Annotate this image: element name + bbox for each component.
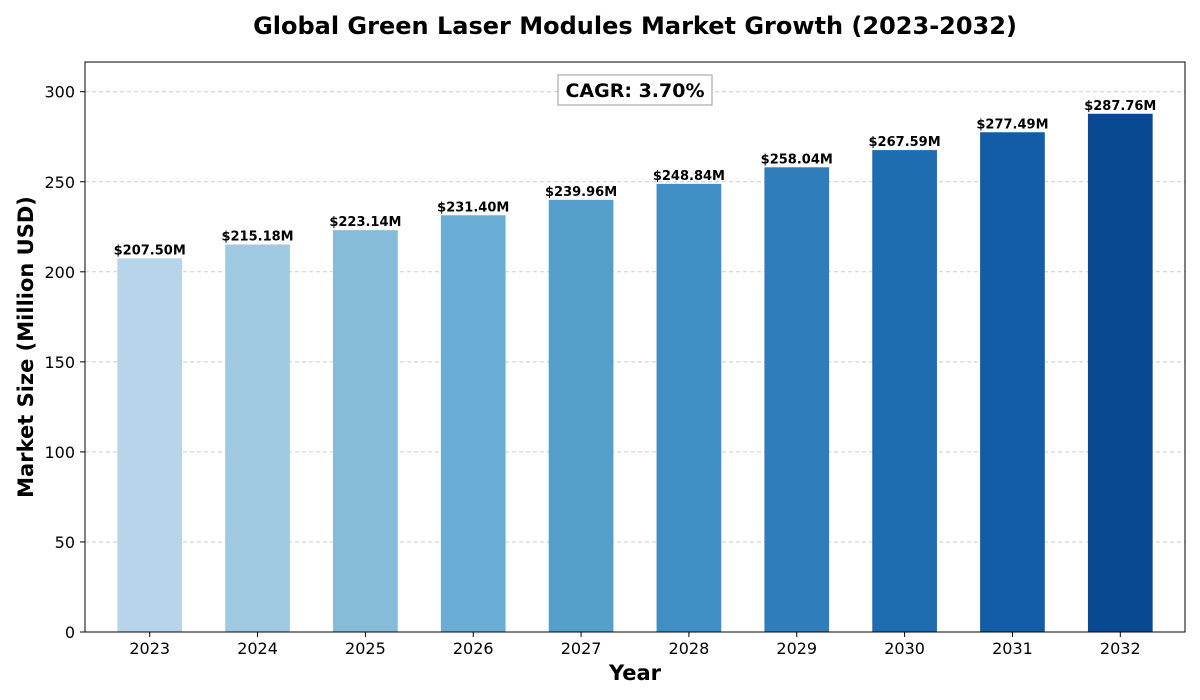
value-label: $207.50M [114, 243, 186, 258]
value-label: $223.14M [329, 215, 401, 230]
bar-2032 [1087, 113, 1153, 633]
plot-frame [84, 61, 1186, 633]
x-tick-label: 2023 [129, 639, 170, 658]
y-tick-label: 150 [44, 353, 75, 372]
x-tick-label: 2027 [561, 639, 602, 658]
bars-layer [117, 113, 1153, 633]
y-tick-label: 200 [44, 263, 75, 282]
x-tick-label: 2031 [992, 639, 1033, 658]
bar-2029 [764, 167, 830, 632]
y-tick-label: 250 [44, 173, 75, 192]
value-label: $215.18M [221, 229, 293, 244]
value-label: $258.04M [761, 152, 833, 167]
value-label: $239.96M [545, 185, 617, 200]
y-tick-label: 50 [55, 533, 75, 552]
cagr-annotation-box [557, 74, 713, 106]
cagr-annotation: CAGR: 3.70% [557, 74, 713, 106]
cagr-annotation-text: CAGR: 3.70% [565, 80, 704, 102]
y-axis-label: Market Size (Million USD) [14, 196, 38, 498]
value-label: $267.59M [869, 135, 941, 150]
x-tick-label: 2024 [237, 639, 278, 658]
x-tick-label: 2028 [669, 639, 710, 658]
bar-2026 [440, 215, 506, 632]
value-label: $277.49M [976, 117, 1048, 132]
bar-2027 [548, 199, 614, 632]
x-tick-label: 2032 [1100, 639, 1141, 658]
bar-2028 [656, 183, 722, 633]
x-tick-label: 2025 [345, 639, 386, 658]
bar-2025 [333, 230, 398, 633]
bar-2031 [980, 132, 1045, 632]
value-label: $248.84M [653, 169, 725, 184]
x-tick-label: 2026 [453, 639, 494, 658]
value-label: $287.76M [1084, 99, 1156, 114]
x-tick-label: 2030 [884, 639, 925, 658]
y-tick-label: 100 [44, 443, 75, 462]
y-tick-label: 300 [44, 83, 75, 102]
value-labels-layer: $207.50M $215.18M $223.14M $231.40M $239.96M… [114, 99, 1157, 259]
x-axis-ticks: 2023 2024 2025 2026 2027 2028 2029 2030 2031 2032 [129, 632, 1141, 658]
x-axis-label: Year [608, 661, 662, 685]
x-tick-label: 2029 [776, 639, 817, 658]
y-tick-label: 0 [65, 623, 75, 642]
value-label: $231.40M [437, 200, 509, 215]
bar-2024 [225, 244, 290, 632]
bar-2030 [872, 150, 937, 633]
y-axis-ticks: 0 50 100 150 200 250 300 [44, 83, 85, 642]
bar-2023 [117, 258, 183, 632]
chart-title: Global Green Laser Modules Market Growth… [253, 12, 1017, 40]
